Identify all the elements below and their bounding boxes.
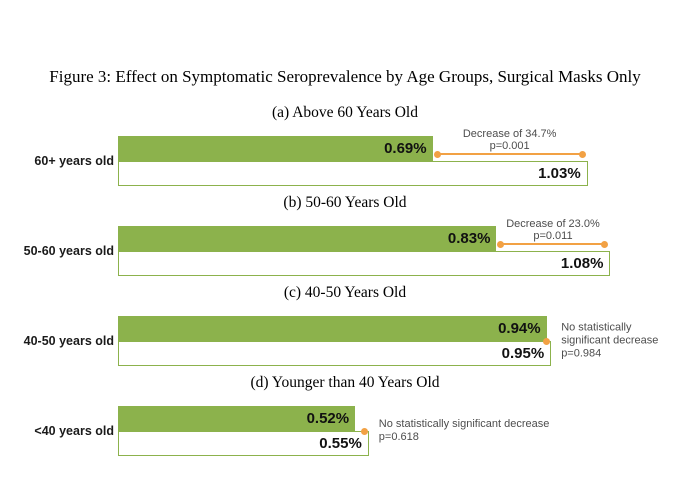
- filled-bar: 0.52%: [118, 406, 356, 431]
- connector-dot-left: [497, 240, 505, 248]
- connector-dot-right: [601, 240, 609, 248]
- panel-caption-d: (d) Younger than 40 Years Old: [250, 374, 440, 391]
- outlined-bar: 1.03%: [118, 161, 588, 186]
- connector-label-line: Decrease of 34.7%: [462, 128, 557, 140]
- bar-value: 0.69%: [384, 140, 427, 157]
- no-decrease-note: No statistically significant decrease p=…: [379, 418, 550, 444]
- connector-dot-left: [433, 150, 441, 158]
- row-label: 50-60 years old: [23, 244, 114, 258]
- connector-dot-right: [578, 150, 586, 158]
- connector-line: [497, 240, 609, 248]
- row-label: 60+ years old: [34, 154, 114, 168]
- row-label: 40-50 years old: [23, 334, 114, 348]
- outlined-bar: 1.08%: [118, 251, 611, 276]
- note-line: significant decrease: [561, 334, 659, 347]
- bar-value: 1.08%: [560, 255, 604, 272]
- bar-row-b: 50-60 years old 0.83% 1.08% Decrease of …: [0, 218, 690, 276]
- connector-label-line: p=0.011: [533, 229, 573, 242]
- bar-row-c: 40-50 years old 0.94% 0.95% No statistic…: [0, 316, 690, 366]
- bar-value: 0.52%: [306, 410, 350, 427]
- bar-area: 0.69% 1.03% Decrease of 34.7% p=0.001: [118, 128, 690, 186]
- connector-label-line: Decrease of 23.0%: [506, 218, 600, 230]
- filled-bar: 0.94%: [118, 316, 547, 341]
- outlined-bar: 0.95%: [118, 341, 552, 366]
- note-line: No statistically: [561, 321, 632, 334]
- bar-row-a: 60+ years old 0.69% 1.03% Decrease of 34…: [0, 128, 690, 186]
- figure-title: Figure 3: Effect on Symptomatic Seroprev…: [49, 67, 641, 86]
- outlined-bar: 0.55%: [118, 431, 369, 456]
- row-label: <40 years old: [34, 424, 114, 438]
- note-line: No statistically significant decrease: [378, 418, 550, 430]
- panel-caption-b: (b) 50-60 Years Old: [283, 194, 407, 211]
- decrease-connector: Decrease of 34.7% p=0.001: [433, 128, 586, 158]
- bar-value: 0.95%: [501, 345, 545, 362]
- filled-bar: 0.69%: [118, 136, 433, 161]
- decrease-connector: Decrease of 23.0% p=0.011: [497, 218, 609, 248]
- connector-line: [433, 150, 586, 158]
- bar-area: 0.52% 0.55% No statistically significant…: [118, 406, 690, 456]
- junction-dot: [360, 427, 368, 435]
- junction-dot: [543, 337, 551, 345]
- connector-label: Decrease of 23.0% p=0.011: [455, 218, 650, 242]
- connector-label-line: p=0.001: [489, 139, 530, 152]
- bar-area: 0.83% 1.08% Decrease of 23.0% p=0.011: [118, 218, 690, 276]
- connector-label: Decrease of 34.7% p=0.001: [392, 128, 628, 152]
- filled-bar: 0.83%: [118, 226, 497, 251]
- bar-row-d: <40 years old 0.52% 0.55% No statistical…: [0, 406, 690, 456]
- bar-area: 0.94% 0.95% No statistically significant…: [118, 316, 690, 366]
- note-line: p=0.984: [561, 347, 602, 360]
- bar-value: 0.94%: [498, 320, 541, 337]
- no-decrease-note: No statistically significant decrease p=…: [561, 322, 658, 361]
- panel-caption-a: (a) Above 60 Years Old: [272, 104, 418, 121]
- panel-caption-c: (c) 40-50 Years Old: [283, 284, 407, 301]
- bar-value: 0.55%: [319, 435, 362, 452]
- bar-value: 0.83%: [447, 230, 491, 247]
- note-line: p=0.618: [378, 431, 419, 443]
- bar-value: 1.03%: [538, 165, 581, 182]
